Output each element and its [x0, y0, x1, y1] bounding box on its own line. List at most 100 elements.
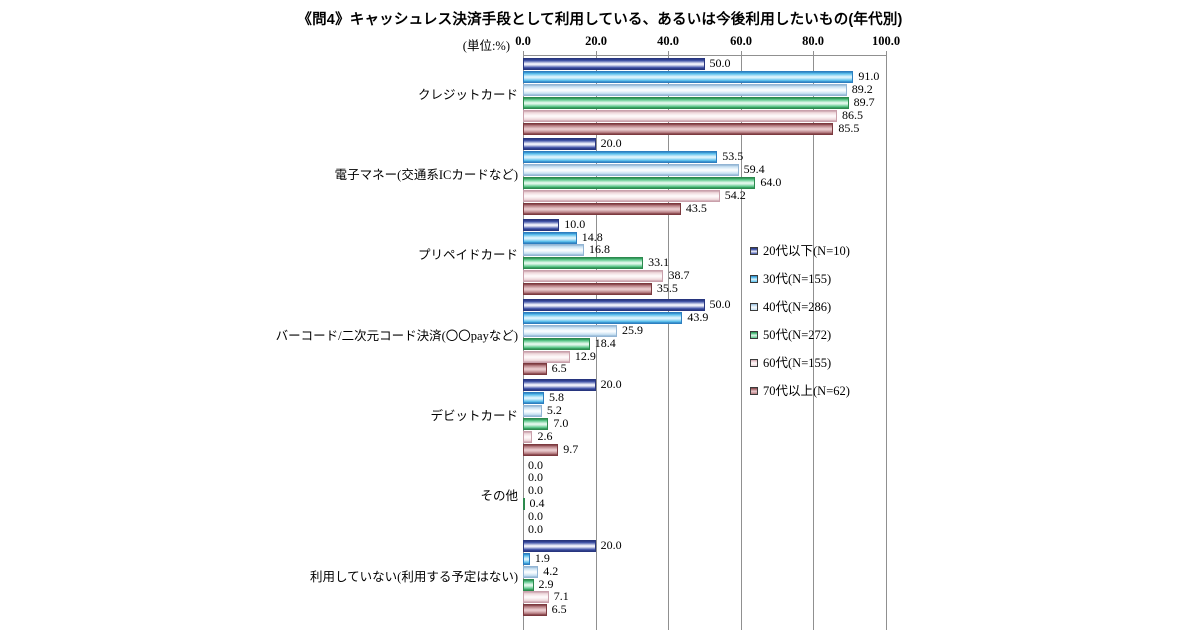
bar: [523, 405, 542, 417]
bar: [523, 565, 539, 578]
bar: [523, 498, 525, 511]
value-label: 10.0: [564, 216, 586, 231]
bar: [523, 138, 596, 151]
category-label: 電子マネー(交通系ICカードなど): [334, 168, 518, 182]
legend-label: 50代(N=272): [763, 328, 832, 342]
value-label: 18.4: [594, 335, 616, 350]
legend-label: 70代以上(N=62): [763, 384, 850, 398]
category-label: その他: [480, 489, 518, 503]
value-label: 16.8: [588, 242, 610, 257]
value-label: 33.1: [648, 255, 670, 270]
value-label: 0.0: [528, 509, 543, 524]
value-label: 6.5: [551, 602, 567, 617]
x-tick-label: 0.0: [515, 34, 531, 48]
bar: [523, 417, 549, 430]
bar: [523, 177, 756, 189]
legend-label: 40代(N=286): [763, 300, 832, 314]
legend: 20代以下(N=10) 30代(N=155) 40代(N=286) 50代(N=272…: [750, 243, 850, 411]
bar: [523, 151, 718, 164]
bar: [523, 70, 854, 83]
value-label: 7.1: [553, 589, 569, 604]
value-label: 64.0: [760, 175, 782, 189]
legend-item: 40代(N=286): [750, 299, 850, 315]
value-label: 43.5: [685, 200, 707, 215]
bar: [523, 218, 560, 231]
legend-label: 30代(N=155): [763, 272, 832, 286]
legend-item: 50代(N=272): [750, 327, 850, 343]
value-label: 20.0: [600, 377, 622, 392]
category-label: プリペイドカード: [417, 248, 518, 262]
bar: [523, 231, 577, 244]
bar: [523, 337, 590, 350]
legend-swatch: [750, 247, 758, 255]
value-label: 53.5: [722, 149, 744, 164]
value-label: 14.8: [581, 229, 603, 244]
value-label: 6.5: [551, 361, 567, 376]
legend-swatch: [750, 387, 758, 395]
category-label: バーコード/二次元コード決済(〇〇payなど): [275, 329, 518, 343]
legend-swatch: [750, 359, 758, 367]
bar: [523, 539, 596, 552]
bar: [523, 604, 547, 617]
value-label: 91.0: [858, 68, 880, 83]
value-label: 50.0: [709, 296, 731, 311]
category-label: 利用していない(利用する予定はない): [310, 570, 518, 584]
value-label: 12.9: [574, 348, 596, 363]
gridline: [813, 56, 814, 630]
value-label: 38.7: [668, 268, 690, 283]
gridline: [741, 56, 742, 630]
bar: [523, 430, 533, 443]
value-label: 1.9: [534, 550, 550, 565]
bar: [523, 363, 547, 376]
value-label: 0.0: [528, 457, 543, 472]
bar: [523, 298, 705, 311]
x-tick-label: 100.0: [871, 34, 901, 48]
bar: [523, 189, 720, 202]
value-label: 4.2: [543, 563, 559, 578]
x-tick-label: 80.0: [802, 34, 824, 48]
bar: [523, 96, 849, 109]
legend-item: 60代(N=155): [750, 355, 850, 371]
bar: [523, 350, 570, 363]
gridline: [668, 56, 669, 630]
legend-label: 20代以下(N=10): [763, 244, 850, 258]
axis-tick-mark: [741, 51, 742, 56]
gridline: [886, 56, 887, 630]
axis-tick-mark: [596, 51, 597, 56]
bar: [523, 164, 739, 177]
bar: [523, 311, 683, 324]
value-label: 7.0: [553, 415, 569, 430]
value-label: 0.0: [528, 522, 543, 536]
value-label: 89.2: [851, 81, 873, 96]
value-label: 20.0: [600, 537, 622, 552]
value-label: 5.2: [546, 403, 562, 417]
legend-swatch: [750, 275, 758, 283]
legend-swatch: [750, 303, 758, 311]
value-label: 0.0: [528, 470, 543, 485]
category-label: クレジットカード: [417, 88, 518, 102]
bar: [523, 324, 618, 337]
bar: [523, 443, 559, 456]
axis-tick-mark: [813, 51, 814, 56]
value-label: 5.8: [549, 390, 565, 405]
bar: [523, 202, 681, 215]
value-label: 0.4: [529, 496, 545, 511]
value-label: 2.6: [537, 428, 553, 443]
bar: [523, 270, 664, 283]
plot-area: 50.0 91.0 89.2 89.7 86.5 85.5 20.0 53.5 59.4 64.0…: [523, 51, 887, 630]
x-tick-label: 20.0: [585, 34, 607, 48]
legend-label: 60代(N=155): [763, 356, 832, 370]
bar: [523, 83, 847, 96]
value-label: 54.2: [724, 187, 746, 202]
x-tick-label: 60.0: [730, 34, 752, 48]
legend-item: 70代以上(N=62): [750, 383, 850, 399]
bar: [523, 109, 837, 122]
value-label: 50.0: [709, 56, 731, 70]
gridline: [596, 56, 597, 630]
x-tick-label: 40.0: [657, 34, 679, 48]
bar: [523, 392, 545, 405]
value-label: 25.9: [622, 322, 644, 337]
axis-tick-mark: [523, 51, 524, 56]
value-label: 59.4: [743, 162, 765, 177]
value-label: 0.0: [528, 483, 543, 498]
